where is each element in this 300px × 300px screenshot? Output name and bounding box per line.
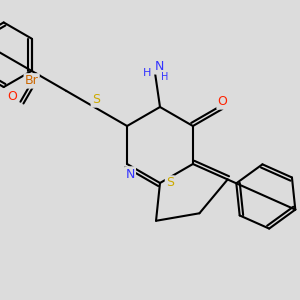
Text: O: O	[8, 90, 17, 103]
Text: N: N	[125, 167, 135, 181]
Text: H: H	[161, 72, 169, 82]
Text: H: H	[143, 68, 151, 78]
Text: N: N	[154, 60, 164, 73]
Text: O: O	[218, 95, 227, 108]
Text: S: S	[92, 93, 100, 106]
Text: S: S	[166, 176, 174, 190]
Text: Br: Br	[25, 74, 38, 87]
